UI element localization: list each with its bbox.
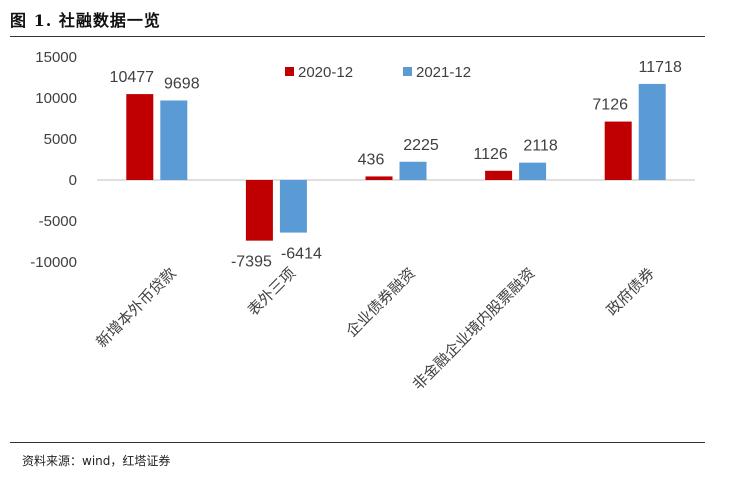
source-note: 资料来源：wind，红塔证券	[22, 454, 171, 468]
bar-2020-12	[604, 121, 632, 180]
bar-2020-12	[245, 180, 273, 241]
y-tick-label: 15000	[35, 49, 77, 66]
bottom-rule	[10, 442, 705, 443]
category-label: 表外三项	[245, 265, 299, 319]
bar-2021-12	[399, 161, 427, 180]
data-label: -6414	[281, 246, 322, 263]
bar-2020-12	[365, 176, 393, 180]
data-label: 436	[358, 151, 385, 168]
y-tick-label: 10000	[35, 90, 77, 107]
data-label: 10477	[110, 69, 155, 86]
legend-swatch	[285, 67, 294, 76]
bar-2020-12	[485, 170, 513, 180]
data-label: 7126	[592, 97, 628, 114]
figure-title: 图 1. 社融数据一览	[10, 11, 161, 30]
legend-label: 2021-12	[416, 64, 471, 81]
legend-label: 2020-12	[298, 64, 353, 81]
category-label: 新增本外币贷款	[93, 265, 179, 351]
bar-2020-12	[126, 94, 154, 180]
y-tick-label: 5000	[44, 131, 77, 148]
category-label: 政府债券	[604, 265, 658, 319]
bar-chart: 15000 10000 5000 0 -5000 -10000 10477 -7395 436 1…	[30, 49, 695, 394]
y-tick-label: 0	[69, 172, 77, 189]
bar-2021-12	[279, 180, 307, 233]
category-label: 非金融企业境内股票融资	[409, 264, 538, 393]
bar-2021-12	[519, 162, 547, 180]
top-rule	[10, 36, 705, 37]
bar-2021-12	[638, 83, 666, 180]
data-label: 1126	[473, 146, 508, 163]
data-label: 9698	[164, 75, 200, 92]
data-label: 2225	[403, 137, 439, 154]
data-label: 11718	[639, 59, 682, 76]
y-tick-label: -5000	[39, 213, 77, 230]
y-tick-label: -10000	[30, 254, 77, 271]
data-label: -7395	[231, 254, 272, 271]
legend-swatch	[403, 67, 412, 76]
data-label: 2118	[523, 138, 558, 155]
category-label: 企业债券融资	[342, 264, 418, 340]
bar-2021-12	[160, 100, 188, 180]
